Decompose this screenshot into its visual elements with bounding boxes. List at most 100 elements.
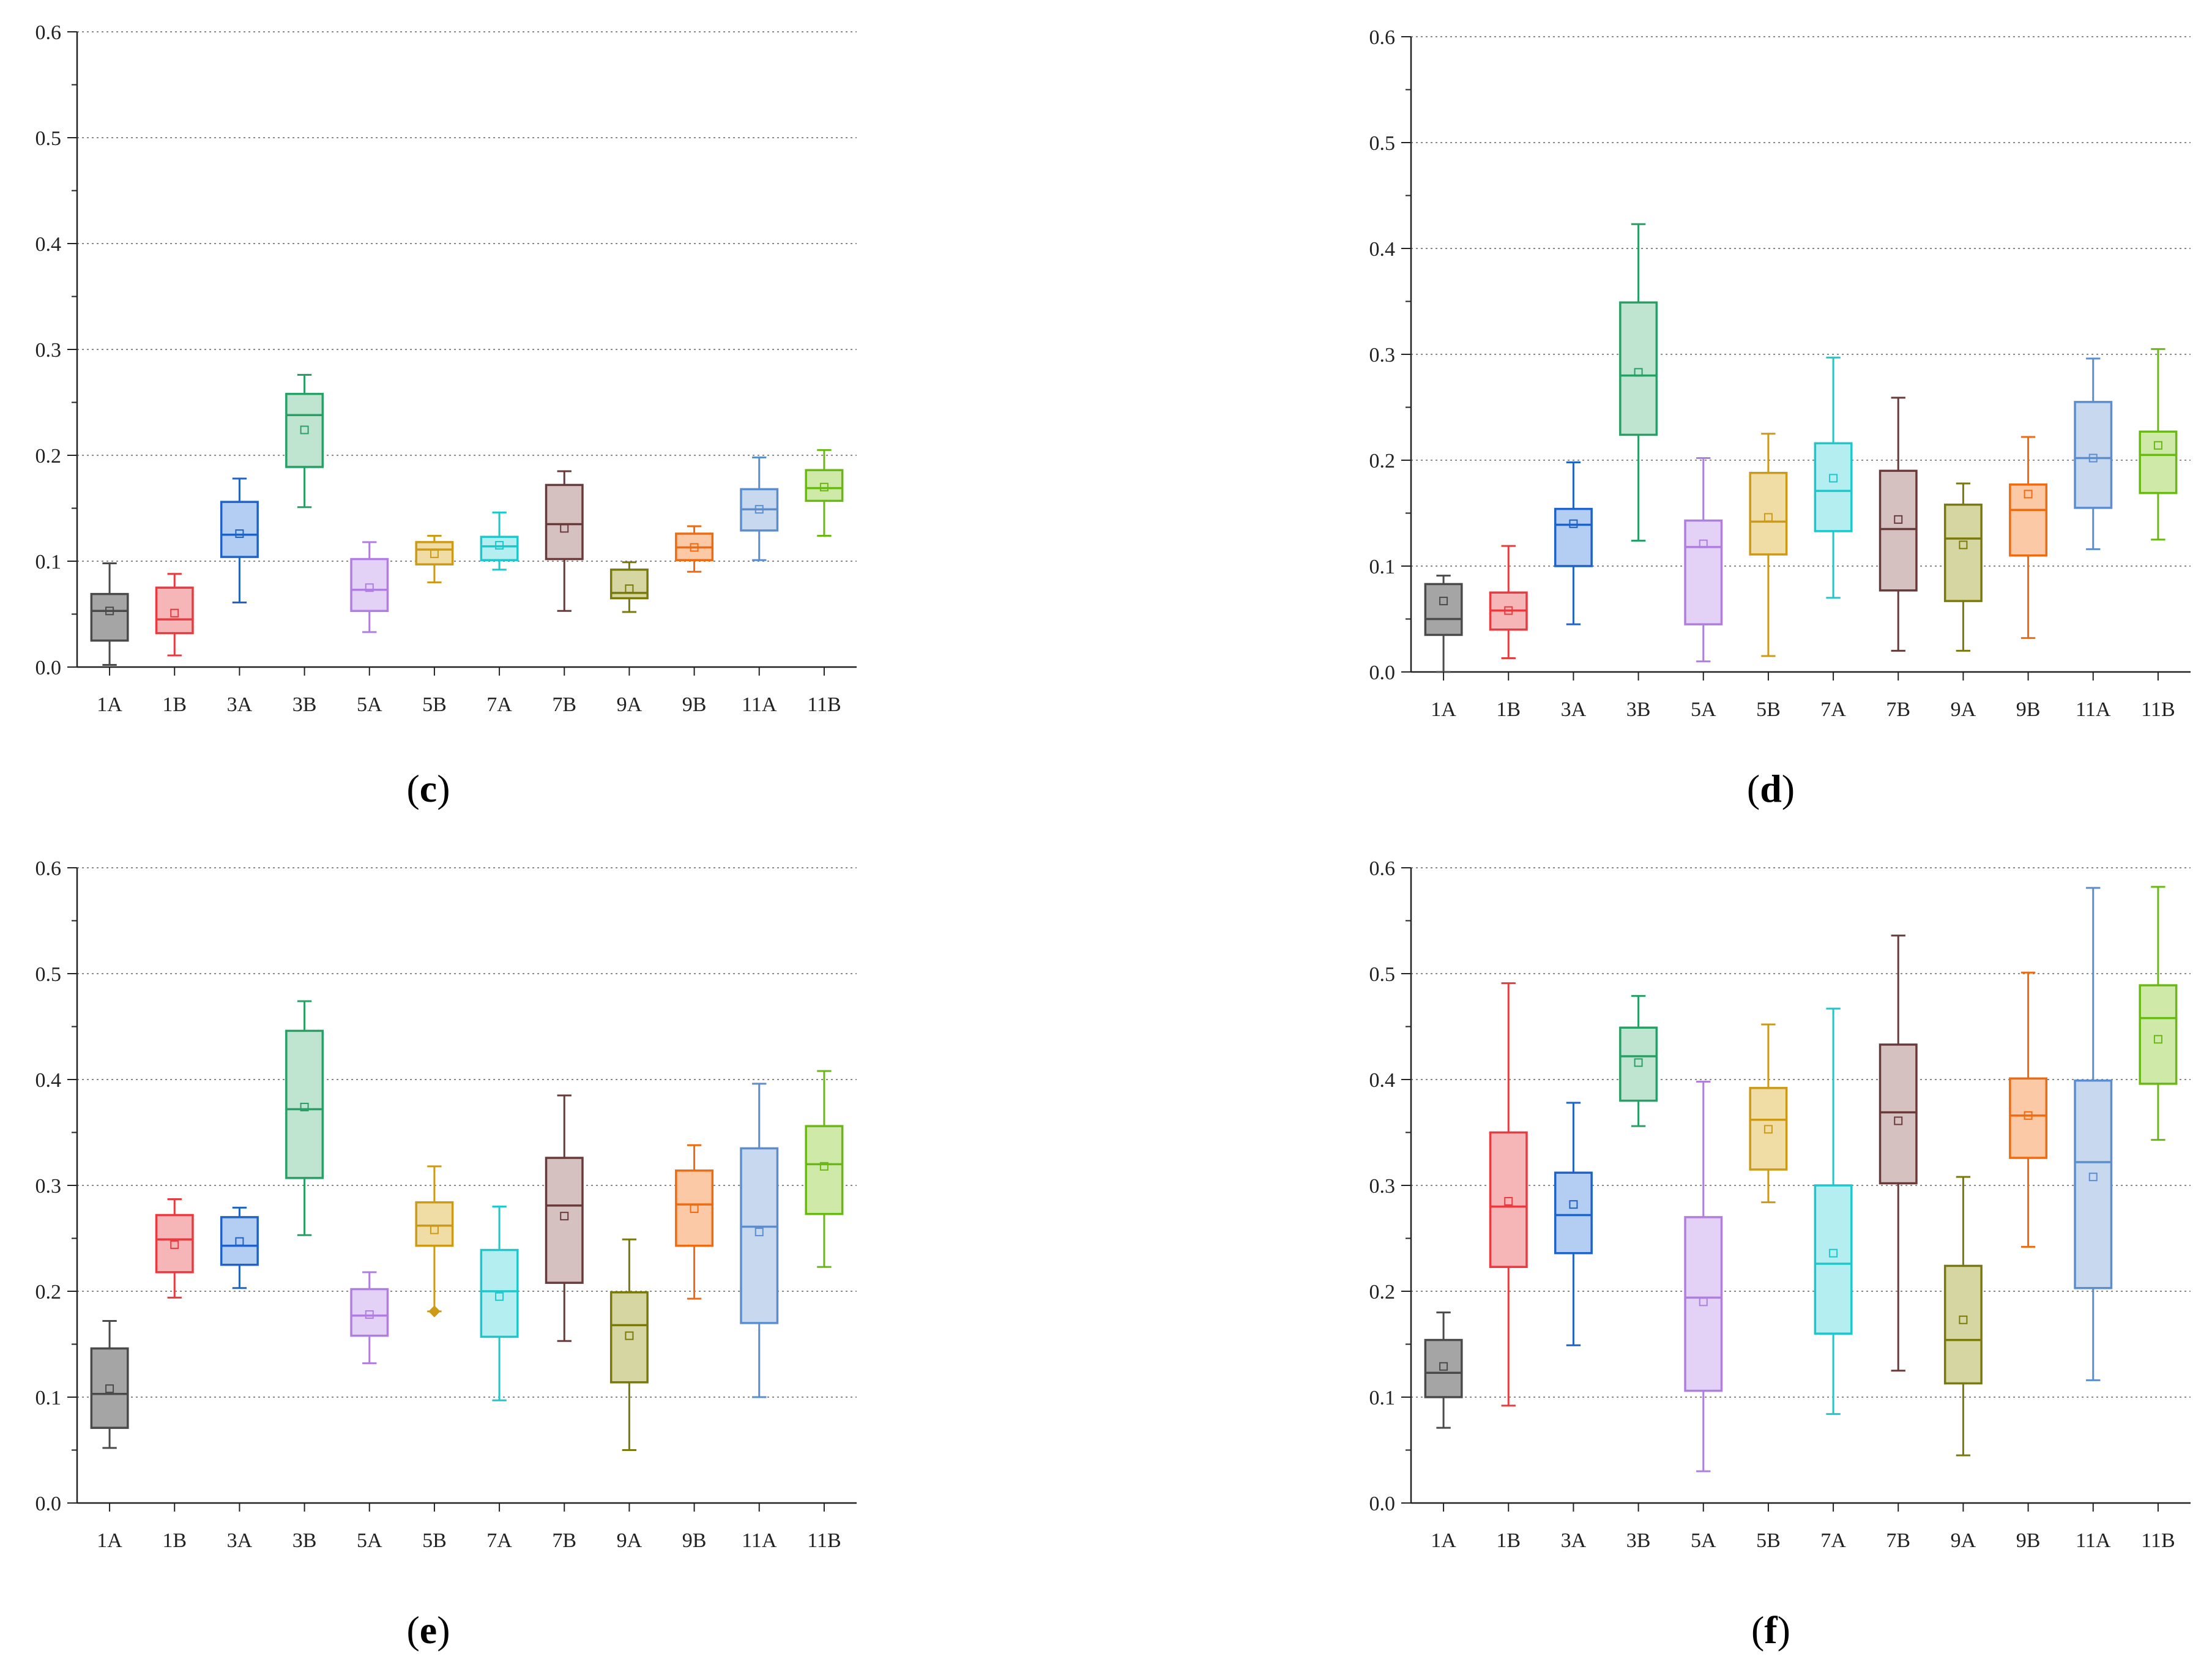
box-1B [1489, 982, 1528, 1407]
mean-marker [1894, 1116, 1903, 1125]
mean-marker [430, 1225, 439, 1234]
panel-label-e: (e) [406, 1608, 450, 1652]
box-1B [155, 573, 194, 657]
mean-marker [2024, 1111, 2033, 1120]
box-3B [285, 374, 324, 509]
x-tick-label: 1B [162, 693, 187, 716]
x-tick-label: 7B [1886, 1529, 1910, 1552]
x-tick-label: 9A [617, 693, 642, 716]
iqr-box [1619, 1026, 1658, 1102]
y-tick-label: 0.0 [35, 1493, 62, 1515]
iqr-box [1943, 1264, 1983, 1385]
box-11B [2139, 348, 2178, 541]
y-tick-label: 0.2 [1369, 450, 1396, 472]
iqr-box [1684, 519, 1723, 625]
mean-marker [430, 549, 439, 558]
iqr-box [1684, 1216, 1723, 1392]
mean-marker [1699, 1297, 1708, 1307]
x-tick-label: 11B [807, 693, 841, 716]
x-tick-label: 5B [1756, 698, 1781, 721]
mean-marker [754, 505, 764, 514]
mean-marker [235, 1237, 244, 1246]
mean-marker [2153, 1035, 2162, 1044]
mean-marker [560, 1212, 569, 1221]
box-9B [675, 525, 714, 573]
box-7A [480, 511, 519, 571]
mean-marker [625, 584, 634, 593]
y-tick-label: 0.1 [35, 1387, 62, 1409]
x-tick-label: 9B [682, 1529, 707, 1552]
mean-marker [625, 1331, 634, 1340]
x-tick-label: 3A [1561, 698, 1587, 721]
y-tick-label: 0.5 [35, 963, 62, 986]
mean-marker [105, 1384, 114, 1393]
x-tick-label: 9A [617, 1529, 642, 1552]
box-5A [1684, 457, 1723, 663]
panel-labels: (c) (d) (e) (f) [406, 767, 1795, 1652]
mean-marker [690, 1204, 699, 1214]
box-3B [1619, 223, 1658, 542]
mean-marker [235, 529, 244, 539]
box-11B [805, 1070, 844, 1268]
x-tick-label: 11B [2141, 698, 2175, 721]
panel-label-d: (d) [1747, 767, 1795, 810]
x-tick-label: 5A [357, 693, 382, 716]
iqr-box [1489, 1131, 1528, 1268]
mean-marker [365, 583, 374, 592]
mean-marker [170, 608, 179, 617]
iqr-box [545, 1157, 584, 1284]
mean-marker [170, 1240, 179, 1249]
mean-marker [560, 524, 569, 533]
x-tick-label: 3B [1626, 1529, 1651, 1552]
x-tick-label: 1B [1496, 698, 1521, 721]
x-tick-label: 11A [742, 1529, 777, 1552]
iqr-box [90, 1347, 129, 1429]
mean-marker [2088, 453, 2098, 463]
chart-panel-e: 0.0 0.1 0.2 0.3 0.4 0.5 0.6 1A 1B 3A 3B 5A 5B 7A 7B 9A 9… [35, 857, 857, 1552]
box-5B [1749, 433, 1788, 657]
box-7A [1814, 356, 1853, 599]
iqr-box [350, 558, 389, 613]
iqr-box [155, 586, 194, 635]
mean-marker [1634, 1058, 1643, 1067]
y-tick-label: 0.2 [35, 445, 62, 468]
box-11B [2139, 886, 2178, 1141]
mean-marker [1569, 1200, 1578, 1209]
y-tick-label: 0.6 [1369, 26, 1396, 49]
mean-marker [1763, 513, 1773, 522]
iqr-box [2009, 483, 2048, 557]
iqr-box [1424, 1338, 1463, 1398]
panel-label-c: (c) [406, 767, 450, 810]
iqr-box [1554, 507, 1593, 567]
box-11A [2074, 357, 2113, 550]
box-1B [155, 1198, 194, 1299]
iqr-box [90, 592, 129, 642]
iqr-box [415, 541, 454, 565]
x-tick-label: 11A [2076, 1529, 2111, 1552]
box-7A [480, 1206, 519, 1401]
x-tick-label: 5A [357, 1529, 382, 1552]
y-tick-label: 0.1 [1369, 556, 1396, 578]
mean-marker [819, 1162, 829, 1171]
iqr-box [350, 1288, 389, 1337]
iqr-box [2139, 984, 2178, 1085]
x-tick-label: 11A [2076, 698, 2111, 721]
y-tick-label: 0.6 [35, 857, 62, 880]
mean-marker [2153, 441, 2162, 450]
x-tick-label: 9B [682, 693, 707, 716]
box-1A [90, 562, 129, 666]
x-tick-label: 5B [422, 1529, 447, 1552]
iqr-box [285, 392, 324, 468]
box-3B [1619, 994, 1658, 1127]
box-3A [1554, 461, 1593, 625]
x-tick-label: 9B [2016, 1529, 2041, 1552]
mean-marker [1439, 1362, 1448, 1371]
y-tick-label: 0.4 [1369, 1069, 1396, 1092]
panel-label-f: (f) [1751, 1608, 1790, 1652]
x-tick-label: 9A [1951, 1529, 1976, 1552]
iqr-box [2009, 1077, 2048, 1159]
panels-layer: 0.0 0.1 0.2 0.3 0.4 0.5 0.6 1A 1B 3A 3B 5A 5B 7A 7B 9A 9… [35, 21, 2191, 1552]
box-1A [90, 1319, 129, 1449]
box-1A [1424, 575, 1463, 673]
iqr-box [1619, 301, 1658, 436]
